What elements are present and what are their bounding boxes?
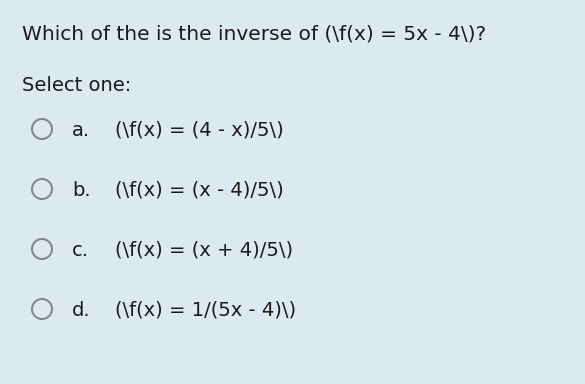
Text: c.: c. [72, 241, 89, 260]
Text: d.: d. [72, 301, 91, 320]
Text: (\f(x) = 1/(5x - 4)\): (\f(x) = 1/(5x - 4)\) [115, 301, 296, 320]
Text: a.: a. [72, 121, 90, 140]
Text: Which of the is the inverse of (\f(x) = 5x - 4\)?: Which of the is the inverse of (\f(x) = … [22, 24, 486, 43]
Text: (\f(x) = (4 - x)/5\): (\f(x) = (4 - x)/5\) [115, 121, 284, 140]
Text: (\f(x) = (x - 4)/5\): (\f(x) = (x - 4)/5\) [115, 181, 284, 200]
Text: b.: b. [72, 181, 91, 200]
Text: Select one:: Select one: [22, 76, 131, 95]
Text: (\f(x) = (x + 4)/5\): (\f(x) = (x + 4)/5\) [115, 241, 293, 260]
